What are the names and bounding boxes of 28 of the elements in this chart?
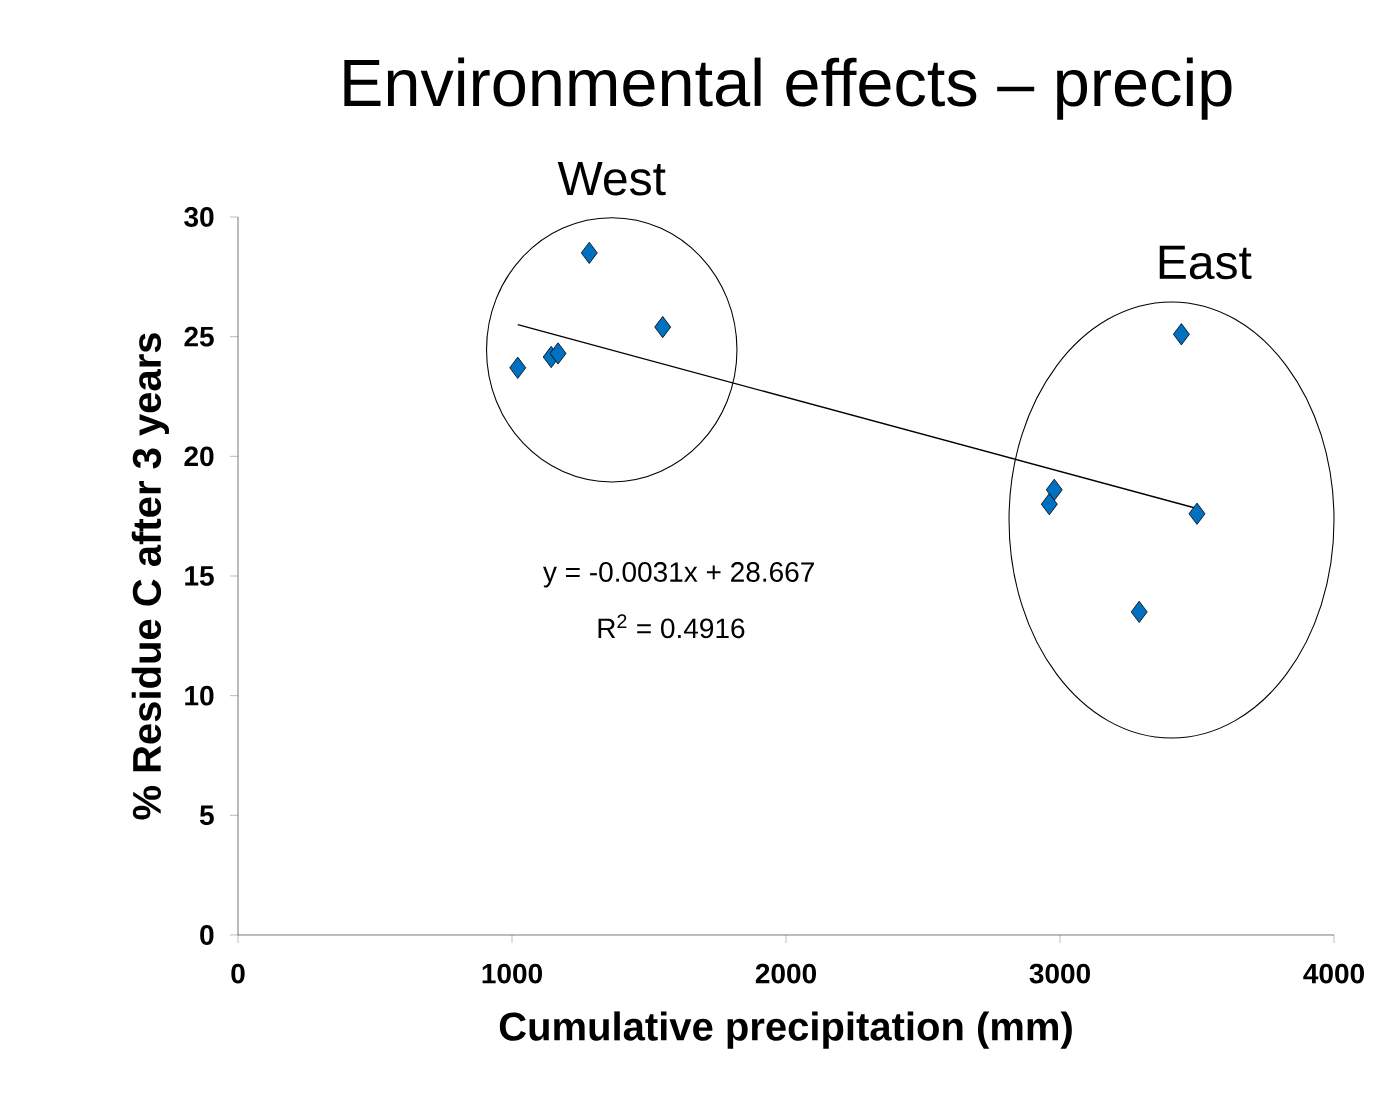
chart-title: Environmental effects – precip xyxy=(344,57,1232,120)
y-tick-label: 25 xyxy=(184,326,214,347)
x-axis-title: Cumulative precipitation (mm) xyxy=(499,1011,1072,1049)
y-tick-label: 5 xyxy=(199,805,214,826)
x-tick-label: 2000 xyxy=(755,963,816,984)
y-tick-label: 0 xyxy=(200,925,214,945)
point xyxy=(1130,600,1148,623)
x-tick-label: 3000 xyxy=(1029,963,1090,984)
y-tick-label: 15 xyxy=(185,566,214,586)
point xyxy=(1188,502,1206,525)
x-tick-label: 0 xyxy=(231,963,245,984)
point xyxy=(509,356,527,379)
y-tick-label: 30 xyxy=(184,207,214,227)
text: West xyxy=(557,161,666,196)
y-tick-label: 10 xyxy=(185,685,214,706)
y-tick-label: 20 xyxy=(184,446,214,467)
point xyxy=(1045,478,1063,501)
y-axis-title: % Residue C after 3 years xyxy=(131,333,169,820)
x-tick-label: 4000 xyxy=(1303,963,1364,984)
point xyxy=(1040,493,1058,516)
point xyxy=(1172,323,1190,346)
annotation: R$^{2}$ = 0.4916 xyxy=(598,614,745,639)
point xyxy=(580,241,598,264)
annotation: y = -0.0031x + 28.667 xyxy=(543,562,814,588)
point xyxy=(654,316,672,339)
x-tick-label: 1000 xyxy=(482,963,542,984)
annotation: East xyxy=(1159,245,1252,280)
point xyxy=(549,342,567,365)
